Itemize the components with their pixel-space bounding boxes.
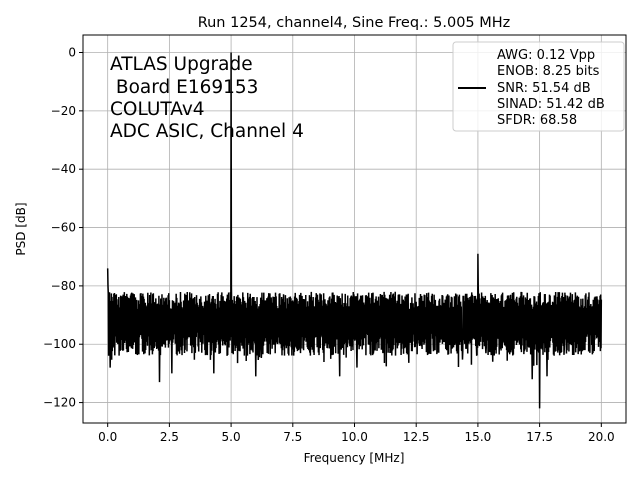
annotation: ATLAS Upgrade Board E169153 COLUTAv4 ADC…: [110, 54, 304, 142]
y-tick-label: −100: [43, 337, 76, 351]
x-tick-label: 20.0: [588, 430, 615, 444]
y-tick-label: −120: [43, 396, 76, 410]
x-axis-label: Frequency [MHz]: [304, 451, 405, 465]
x-tick-label: 2.5: [160, 430, 179, 444]
y-tick-label: −40: [51, 162, 76, 176]
legend-box: [452, 41, 625, 132]
legend-entry: ENOB: 8.25 bits: [497, 64, 600, 79]
y-axis-label: PSD [dB]: [14, 202, 28, 255]
y-tick-label: −20: [51, 104, 76, 118]
x-tick-label: 0.0: [98, 430, 117, 444]
chart-title: Run 1254, channel4, Sine Freq.: 5.005 MH…: [198, 15, 511, 31]
y-ticks: 0 −20 −40 −60 −80 −100 −120: [43, 46, 83, 410]
annotation-line: ADC ASIC, Channel 4: [110, 121, 304, 142]
annotation-line: ATLAS Upgrade: [110, 54, 253, 75]
x-tick-label: 10.0: [341, 430, 368, 444]
y-tick-label: −60: [51, 221, 76, 235]
x-tick-label: 7.5: [283, 430, 302, 444]
legend-entry: SNR: 51.54 dB: [497, 81, 591, 96]
legend-entry: AWG: 0.12 Vpp: [497, 48, 595, 63]
legend-entry: SINAD: 51.42 dB: [497, 97, 605, 112]
x-tick-label: 17.5: [526, 430, 553, 444]
grid: [83, 35, 626, 423]
y-tick-label: −80: [51, 279, 76, 293]
legend-entry: SFDR: 68.58: [497, 113, 577, 128]
legend: AWG: 0.12 Vpp ENOB: 8.25 bits SNR: 51.54…: [452, 41, 625, 132]
y-tick-label: 0: [68, 46, 76, 60]
annotation-line: COLUTAv4: [110, 99, 205, 120]
x-tick-label: 15.0: [465, 430, 492, 444]
x-ticks: 0.0 2.5 5.0 7.5 10.0 12.5 15.0 17.5 20.0: [98, 423, 615, 444]
annotation-line: Board E169153: [110, 77, 258, 98]
x-tick-label: 12.5: [403, 430, 430, 444]
psd-trace: [106, 52, 603, 409]
x-tick-label: 5.0: [222, 430, 241, 444]
